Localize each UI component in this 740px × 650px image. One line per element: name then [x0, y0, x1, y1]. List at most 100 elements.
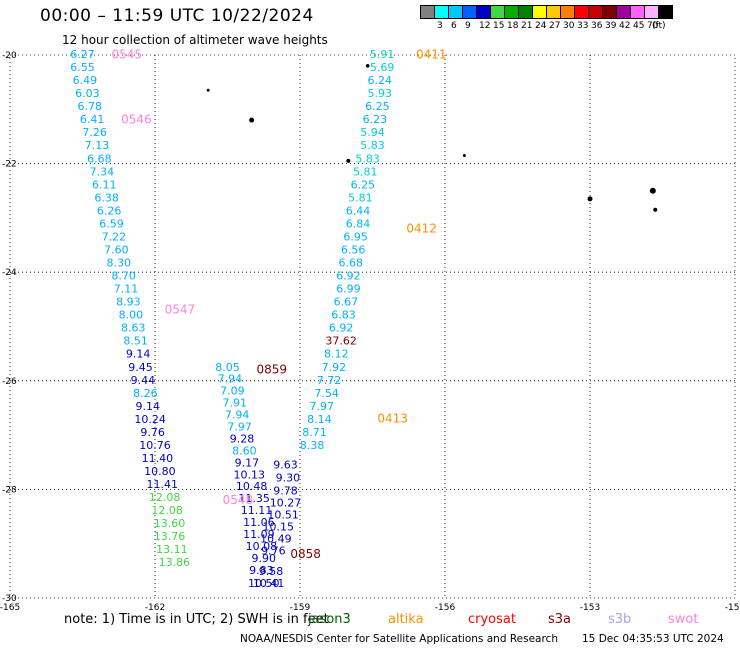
- wave-height-value: 9.28: [230, 432, 255, 445]
- wave-height-value: 37.62: [325, 335, 357, 348]
- legend-label: 6: [451, 21, 457, 31]
- wave-height-value: 13.60: [154, 517, 186, 530]
- legend-label: 3: [437, 21, 443, 31]
- track-time-label: 0413: [377, 411, 408, 425]
- wave-height-value: 9.76: [261, 544, 286, 557]
- wave-height-value: 8.70: [111, 270, 136, 283]
- wave-height-value: 10.49: [260, 532, 292, 545]
- wave-height-value: 9.44: [131, 374, 156, 387]
- wave-height-value: 6.38: [94, 191, 119, 204]
- island-marker: [462, 153, 466, 157]
- wave-height-value: 8.14: [307, 413, 332, 426]
- wave-height-value: 9.78: [273, 485, 298, 498]
- wave-height-value: 6.68: [339, 257, 364, 270]
- legend-label: 33: [577, 21, 589, 31]
- wave-height-value: 6.27: [70, 48, 95, 61]
- legend-label: 36: [591, 21, 603, 31]
- wave-height-value: 13.86: [159, 556, 191, 569]
- wave-height-value: 10.08: [246, 540, 278, 553]
- credit-line: NOAA/NESDIS Center for Satellite Applica…: [240, 633, 558, 645]
- wave-height-value: 9.14: [126, 348, 151, 361]
- legend-labels: 3 6 9 12 15 18 21 24 27 30 33 36 39 42 45 70 (ft): [420, 19, 672, 31]
- legend-unit: (ft): [652, 21, 666, 31]
- island-marker: [365, 64, 370, 68]
- track-time-label: 0411: [416, 48, 447, 62]
- color-legend: 3 6 9 12 15 18 21 24 27 30 33 36 39 42 45 70 (ft): [420, 5, 673, 31]
- wave-height-value: 7.97: [310, 400, 335, 413]
- wave-height-value: 10.50: [248, 577, 280, 590]
- wave-height-value: 13.11: [156, 543, 188, 556]
- wave-height-value: 10.41: [253, 577, 285, 590]
- wave-height-value: 6.44: [346, 204, 371, 217]
- legend-label: 45: [633, 21, 645, 31]
- wave-height-value: 11.09: [243, 528, 275, 541]
- wave-height-value: 7.60: [104, 243, 129, 256]
- wave-height-value: 8.60: [232, 444, 257, 457]
- y-tick-label: -24: [2, 268, 17, 278]
- legend-label: 12: [479, 21, 491, 31]
- wave-height-value: 10.24: [134, 413, 166, 426]
- mission-s3a: s3a: [548, 612, 572, 627]
- wave-height-value: 8.38: [300, 439, 325, 452]
- island-marker: [649, 187, 656, 194]
- wave-height-value: 7.92: [322, 361, 347, 374]
- track-time-label: 0546: [121, 113, 152, 127]
- wave-height-value: 10.48: [236, 480, 268, 493]
- wave-height-value: 5.91: [370, 48, 395, 61]
- wave-height-value: 6.56: [341, 243, 366, 256]
- wave-height-value: 5.81: [353, 165, 378, 178]
- wave-height-value: 8.00: [119, 309, 144, 322]
- wave-height-value: 6.67: [334, 296, 359, 309]
- x-tick-label: -159: [290, 603, 311, 613]
- track-time-label: 0412: [406, 221, 437, 235]
- wave-height-value: 5.69: [370, 61, 395, 74]
- x-tick-label: -162: [145, 603, 165, 613]
- y-tick-label: -22: [2, 160, 17, 170]
- wave-height-value: 7.26: [82, 126, 107, 139]
- wave-height-value: 10.13: [234, 468, 266, 481]
- wave-height-value: 10.76: [139, 439, 171, 452]
- island-marker: [587, 196, 593, 202]
- wave-height-value: 7.09: [220, 385, 245, 398]
- wave-height-value: 11.41: [147, 478, 179, 491]
- wave-height-value: 7.94: [218, 373, 243, 386]
- wave-height-value: 6.03: [75, 87, 100, 100]
- wave-height-value: 8.26: [133, 387, 158, 400]
- y-tick-label: -30: [2, 594, 17, 604]
- x-tick-label: -150: [725, 603, 740, 613]
- wave-height-value: 11.40: [142, 452, 174, 465]
- legend-label: 18: [507, 21, 519, 31]
- wave-height-value: 8.30: [107, 257, 132, 270]
- wave-height-value: 6.92: [336, 270, 361, 283]
- wave-height-value: 11.35: [238, 492, 270, 505]
- legend-label: 42: [619, 21, 631, 31]
- wave-height-value: 5.81: [348, 191, 373, 204]
- wave-height-value: 7.34: [90, 165, 115, 178]
- island-marker: [653, 207, 658, 212]
- track-time-label: 0859: [257, 362, 288, 376]
- wave-height-value: 8.05: [215, 361, 240, 374]
- page-subtitle: 12 hour collection of altimeter wave hei…: [62, 33, 328, 47]
- wave-height-value: 9.14: [136, 400, 161, 413]
- wave-height-value: 7.22: [102, 230, 127, 243]
- map-frame: [9, 54, 736, 599]
- wave-height-value: 8.51: [123, 335, 148, 348]
- mission-altika: altika: [388, 612, 424, 627]
- wave-height-value: 6.11: [92, 178, 117, 191]
- wave-height-value: 10.15: [263, 520, 295, 533]
- wave-height-value: 7.94: [225, 409, 250, 422]
- wave-height-value: 8.71: [302, 426, 327, 439]
- wave-height-value: 7.11: [114, 283, 139, 296]
- y-tick-label: -20: [2, 51, 17, 61]
- legend-label: 70: [647, 21, 659, 31]
- wave-height-value: 6.83: [331, 309, 356, 322]
- wave-height-value: 6.25: [351, 178, 376, 191]
- wave-height-value: 6.23: [363, 113, 388, 126]
- wave-height-value: 9.90: [252, 552, 277, 565]
- wave-height-value: 6.95: [343, 230, 368, 243]
- wave-height-value: 5.83: [360, 139, 385, 152]
- wave-height-value: 6.41: [80, 113, 105, 126]
- wave-height-value: 12.08: [151, 504, 183, 517]
- mission-cryosat: cryosat: [468, 612, 516, 627]
- wave-height-value: 7.13: [85, 139, 110, 152]
